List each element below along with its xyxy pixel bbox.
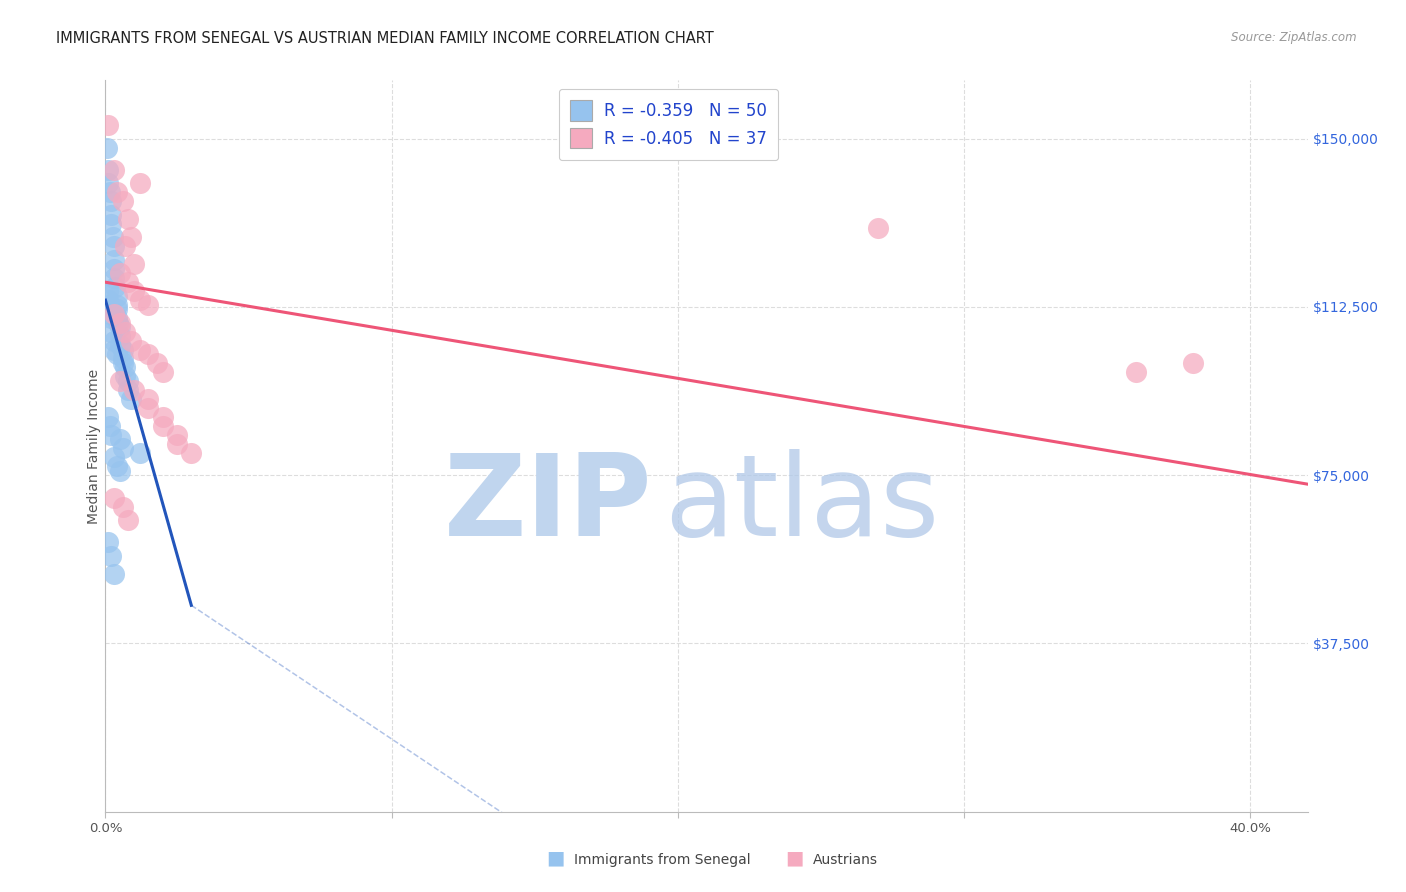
Point xyxy=(180,446,202,460)
Text: ■: ■ xyxy=(546,848,565,867)
Point xyxy=(111,442,134,456)
Point xyxy=(98,186,121,200)
Point xyxy=(103,491,125,505)
Point xyxy=(146,356,169,370)
Point xyxy=(108,338,131,352)
Point xyxy=(100,208,122,222)
Point xyxy=(105,298,128,312)
Point xyxy=(1182,356,1205,370)
Legend: R = -0.359   N = 50, R = -0.405   N = 37: R = -0.359 N = 50, R = -0.405 N = 37 xyxy=(558,88,778,160)
Text: Austrians: Austrians xyxy=(813,853,877,867)
Point xyxy=(103,163,125,178)
Point xyxy=(108,329,131,343)
Point xyxy=(152,365,174,379)
Point xyxy=(105,186,128,200)
Point xyxy=(103,566,125,581)
Point xyxy=(117,513,139,527)
Point xyxy=(117,275,139,289)
Point xyxy=(1125,365,1147,379)
Text: Immigrants from Senegal: Immigrants from Senegal xyxy=(574,853,751,867)
Point xyxy=(138,298,160,312)
Point xyxy=(111,194,134,209)
Point xyxy=(111,356,134,370)
Point xyxy=(104,279,127,293)
Point xyxy=(107,316,129,330)
Point xyxy=(114,369,136,384)
Point xyxy=(97,298,120,312)
Point xyxy=(100,194,122,209)
Text: IMMIGRANTS FROM SENEGAL VS AUSTRIAN MEDIAN FAMILY INCOME CORRELATION CHART: IMMIGRANTS FROM SENEGAL VS AUSTRIAN MEDI… xyxy=(56,31,714,46)
Point xyxy=(100,427,122,442)
Point xyxy=(97,177,120,191)
Point xyxy=(105,302,128,317)
Text: Source: ZipAtlas.com: Source: ZipAtlas.com xyxy=(1232,31,1357,45)
Point xyxy=(868,221,890,235)
Point xyxy=(120,334,142,348)
Point xyxy=(103,252,125,267)
Point xyxy=(122,383,145,397)
Point xyxy=(98,418,121,433)
Point xyxy=(103,334,125,348)
Point xyxy=(97,535,120,549)
Point xyxy=(103,343,125,357)
Point xyxy=(98,307,121,321)
Point xyxy=(166,436,188,450)
Point xyxy=(103,450,125,465)
Point xyxy=(103,239,125,253)
Point xyxy=(114,325,136,339)
Y-axis label: Median Family Income: Median Family Income xyxy=(87,368,101,524)
Point xyxy=(128,343,150,357)
Point xyxy=(166,427,188,442)
Point xyxy=(108,374,131,388)
Point xyxy=(101,230,124,244)
Point xyxy=(103,261,125,276)
Point xyxy=(108,464,131,478)
Point xyxy=(114,239,136,253)
Point xyxy=(122,257,145,271)
Point xyxy=(97,284,120,298)
Point xyxy=(100,217,122,231)
Point xyxy=(138,347,160,361)
Point xyxy=(128,177,150,191)
Point xyxy=(105,311,128,326)
Point xyxy=(117,383,139,397)
Point xyxy=(122,284,145,298)
Point xyxy=(100,325,122,339)
Point xyxy=(111,500,134,514)
Point xyxy=(100,311,122,326)
Point xyxy=(97,293,120,308)
Point xyxy=(105,459,128,474)
Point xyxy=(103,270,125,285)
Point xyxy=(117,374,139,388)
Point xyxy=(138,401,160,415)
Point xyxy=(128,293,150,308)
Point xyxy=(152,409,174,424)
Point xyxy=(120,392,142,406)
Point xyxy=(96,140,118,154)
Point xyxy=(97,118,120,132)
Point xyxy=(152,418,174,433)
Point xyxy=(108,320,131,334)
Point xyxy=(111,343,134,357)
Point xyxy=(105,347,128,361)
Point xyxy=(105,288,128,302)
Point xyxy=(138,392,160,406)
Text: atlas: atlas xyxy=(665,449,939,560)
Point xyxy=(111,351,134,366)
Point xyxy=(120,230,142,244)
Point xyxy=(97,163,120,178)
Point xyxy=(128,446,150,460)
Point xyxy=(117,212,139,227)
Text: ZIP: ZIP xyxy=(444,449,652,560)
Point xyxy=(97,409,120,424)
Point xyxy=(108,432,131,446)
Text: ■: ■ xyxy=(785,848,804,867)
Point xyxy=(114,360,136,375)
Point xyxy=(108,266,131,280)
Point xyxy=(100,549,122,563)
Point xyxy=(108,316,131,330)
Point xyxy=(103,307,125,321)
